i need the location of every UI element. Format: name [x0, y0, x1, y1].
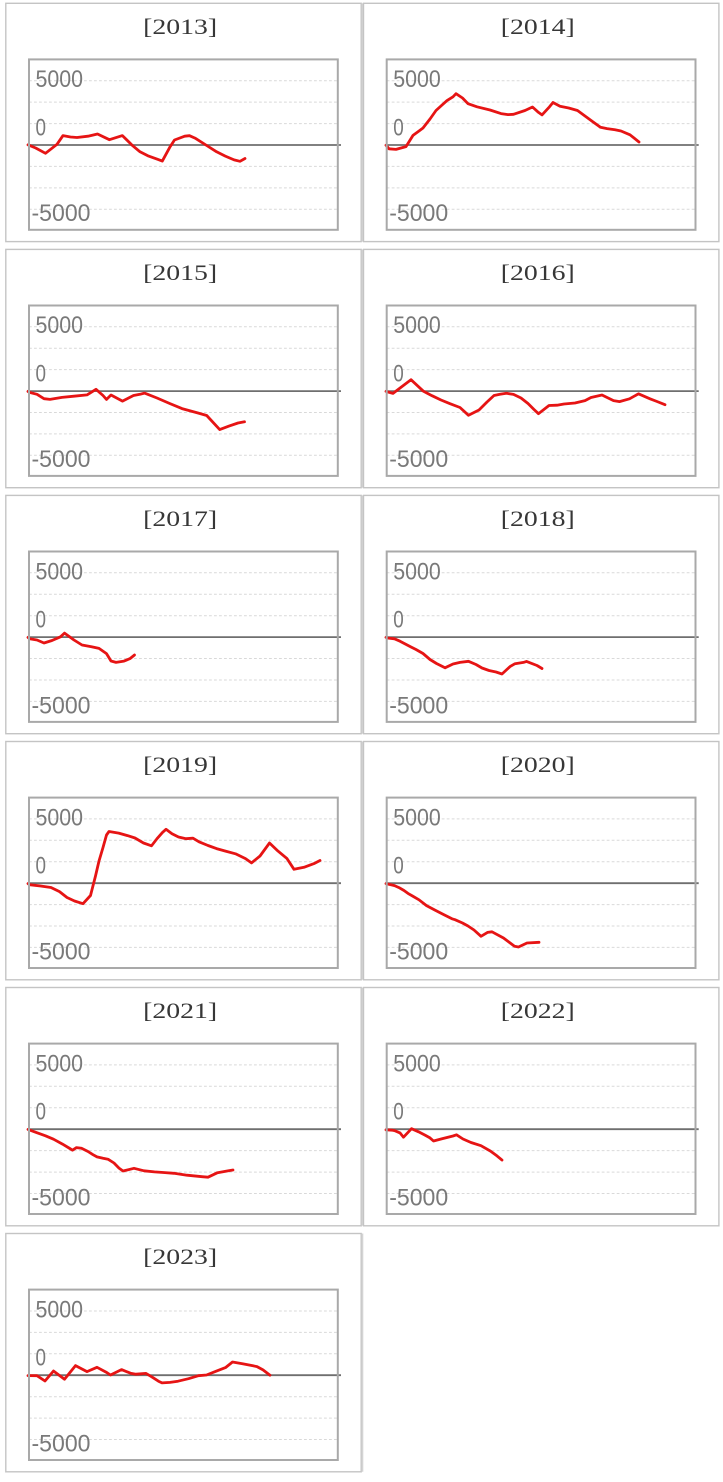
svg-text:0: 0	[36, 606, 47, 633]
svg-text:-5000: -5000	[32, 1184, 91, 1211]
svg-text:5000: 5000	[36, 66, 84, 93]
svg-text:-5000: -5000	[389, 200, 448, 227]
svg-text:-5000: -5000	[32, 446, 91, 473]
svg-text:5000: 5000	[393, 66, 441, 93]
svg-text:-5000: -5000	[32, 200, 91, 227]
svg-text:0: 0	[393, 360, 404, 387]
svg-text:[2019]: [2019]	[143, 752, 217, 777]
svg-text:[2014]: [2014]	[501, 14, 575, 39]
svg-text:0: 0	[393, 114, 404, 141]
svg-text:0: 0	[36, 114, 47, 141]
svg-text:0: 0	[393, 853, 404, 880]
svg-text:[2018]: [2018]	[501, 506, 575, 531]
svg-text:-5000: -5000	[389, 692, 448, 719]
svg-text:0: 0	[36, 1099, 47, 1126]
svg-text:5000: 5000	[393, 312, 441, 339]
svg-text:-5000: -5000	[389, 1184, 448, 1211]
svg-text:[2020]: [2020]	[501, 752, 575, 777]
svg-text:0: 0	[36, 360, 47, 387]
svg-text:5000: 5000	[393, 1050, 441, 1077]
svg-text:-5000: -5000	[32, 1431, 91, 1458]
svg-text:[2023]: [2023]	[143, 1244, 217, 1269]
svg-text:-5000: -5000	[389, 446, 448, 473]
svg-text:[2013]: [2013]	[143, 14, 217, 39]
svg-text:[2016]: [2016]	[501, 260, 575, 285]
svg-text:5000: 5000	[393, 804, 441, 831]
svg-text:0: 0	[393, 1099, 404, 1126]
svg-text:-5000: -5000	[32, 692, 91, 719]
svg-text:[2021]: [2021]	[143, 998, 217, 1023]
svg-text:0: 0	[36, 1345, 47, 1372]
svg-text:5000: 5000	[393, 558, 441, 585]
svg-text:[2017]: [2017]	[143, 506, 217, 531]
svg-text:-5000: -5000	[389, 938, 448, 965]
svg-text:5000: 5000	[36, 312, 84, 339]
svg-text:5000: 5000	[36, 1297, 84, 1324]
svg-text:[2015]: [2015]	[143, 260, 217, 285]
svg-text:5000: 5000	[36, 558, 84, 585]
svg-text:5000: 5000	[36, 804, 84, 831]
svg-text:0: 0	[393, 606, 404, 633]
svg-text:-5000: -5000	[32, 938, 91, 965]
svg-text:[2022]: [2022]	[501, 998, 575, 1023]
svg-text:0: 0	[36, 853, 47, 880]
svg-text:5000: 5000	[36, 1050, 84, 1077]
